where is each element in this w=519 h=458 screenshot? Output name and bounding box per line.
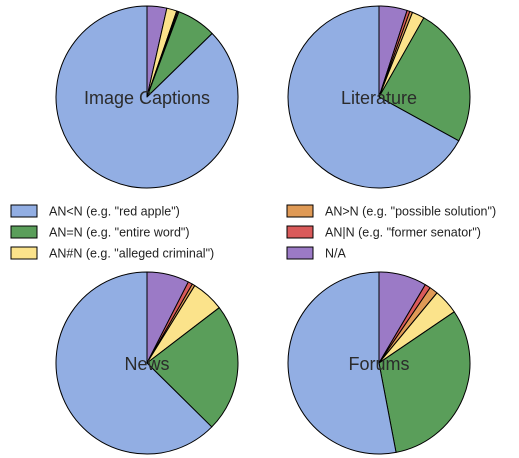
legend-label-an_lt_n: AN<N (e.g. "red apple") xyxy=(49,205,180,219)
pie-3-title: News xyxy=(124,354,169,374)
legend-label-an_neq_n: AN#N (e.g. "alleged criminal") xyxy=(49,247,214,261)
legend-item-an_bar_n: AN|N (e.g. "former senator") xyxy=(286,225,481,240)
legend-item-an_lt_n: AN<N (e.g. "red apple") xyxy=(10,204,180,219)
pie-1-title: Image Captions xyxy=(84,88,210,108)
pie-2-title: Literature xyxy=(341,88,417,108)
pie-2-slice-an_lt_n xyxy=(287,5,460,189)
pie-charts: Image Captions Literature News Forums xyxy=(55,5,471,455)
legend-swatch-na xyxy=(286,246,314,260)
pie-3-slice-an_eq_n xyxy=(146,307,239,428)
legend-item-na: N/A xyxy=(286,246,347,261)
legend-swatch-an_neq_n xyxy=(10,246,38,260)
pie-4-title: Forums xyxy=(348,354,409,374)
legend-item-an_eq_n: AN=N (e.g. "entire word") xyxy=(10,225,190,240)
pie-3-slice-an_lt_n xyxy=(55,271,213,455)
pie-1: Image Captions xyxy=(55,5,239,189)
pie-3: News xyxy=(55,271,239,455)
legend-swatch-an_eq_n xyxy=(10,225,38,239)
legend-item-an_gt_n: AN>N (e.g. "possible solution") xyxy=(286,204,496,219)
legend-label-na: N/A xyxy=(325,247,347,261)
legend-item-an_neq_n: AN#N (e.g. "alleged criminal") xyxy=(10,246,214,261)
pie-4: Forums xyxy=(287,271,471,455)
pie-2: Literature xyxy=(287,5,471,189)
pie-1-slice-an_lt_n xyxy=(55,5,239,189)
legend: AN<N (e.g. "red apple") AN=N (e.g. "entir… xyxy=(10,204,496,261)
pie-4-slice-an_eq_n xyxy=(378,311,471,453)
pie-2-slice-an_eq_n xyxy=(378,17,471,142)
legend-label-an_gt_n: AN>N (e.g. "possible solution") xyxy=(325,205,496,219)
legend-swatch-an_lt_n xyxy=(10,204,38,218)
legend-swatch-an_gt_n xyxy=(286,204,314,218)
legend-swatch-an_bar_n xyxy=(286,225,314,239)
pie-4-slice-an_lt_n xyxy=(287,271,397,455)
legend-label-an_bar_n: AN|N (e.g. "former senator") xyxy=(325,226,481,240)
legend-label-an_eq_n: AN=N (e.g. "entire word") xyxy=(49,226,190,240)
